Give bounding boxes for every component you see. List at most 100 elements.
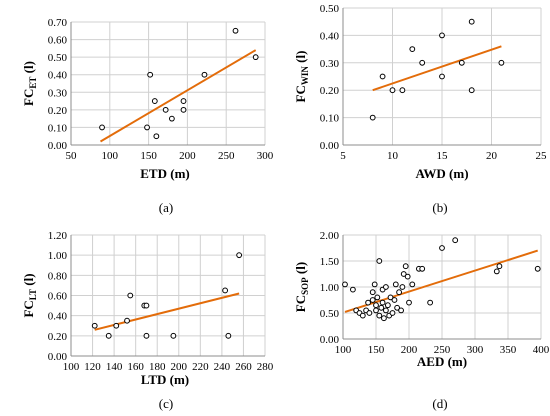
y-tick-label: 0.20	[48, 105, 68, 117]
x-tick-label: 300	[257, 150, 274, 162]
data-point	[374, 294, 381, 301]
y-tick-label: 0.50	[48, 52, 68, 64]
y-axis-label: FCSOP (l)	[293, 262, 310, 312]
data-point	[402, 263, 409, 270]
y-tick-label: 0.60	[48, 291, 68, 303]
data-point	[236, 252, 243, 259]
y-axis-label: FCET (l)	[21, 61, 38, 106]
data-point	[468, 87, 475, 94]
panel-caption: (a)	[159, 200, 173, 215]
data-point	[252, 54, 259, 61]
data-point	[398, 307, 404, 314]
data-point	[381, 315, 387, 322]
data-point	[359, 312, 366, 319]
x-tick-label: 100	[335, 344, 352, 356]
data-point	[387, 294, 394, 301]
x-tick-label: 150	[368, 344, 385, 356]
data-point	[222, 287, 229, 294]
y-tick-label: 0.40	[48, 70, 68, 82]
y-tick-label: 0.20	[48, 331, 68, 343]
data-point	[394, 304, 401, 311]
y-tick-label: 0.10	[320, 113, 340, 125]
y-tick-label: 0.10	[48, 122, 68, 134]
data-point	[105, 332, 112, 339]
x-tick-label: 25	[536, 150, 548, 162]
y-tick-label: 0.00	[320, 140, 340, 152]
y-tick-label: 2.00	[320, 230, 340, 242]
x-tick-label: 160	[127, 361, 144, 373]
y-tick-label: 0.50	[320, 3, 340, 15]
panel-d: 100 150 200 250 300 350 400 0.00 0.50 1.00 1.50 2.0…	[293, 230, 550, 411]
x-tick-label: 5	[340, 150, 346, 162]
data-point	[534, 265, 541, 272]
data-point	[383, 284, 389, 290]
data-point	[452, 237, 459, 244]
data-point	[493, 268, 500, 275]
x-tick-label: 250	[218, 150, 235, 162]
x-tick-label: 120	[84, 361, 101, 373]
data-point	[369, 297, 376, 303]
data-point	[427, 299, 434, 306]
data-point	[365, 299, 371, 306]
x-axis-label: AED (m)	[417, 354, 467, 369]
y-tick-label: 0.30	[48, 87, 68, 99]
panel-b: 5 10 15 20 25 0.00 0.10 0.20 0.30 0.40 0.50 AWD (m)…	[293, 3, 547, 215]
panel-c: 100 120 140 160 180 200 220 240 260 280 0.00 0.20 0.…	[21, 230, 274, 411]
data-point	[383, 307, 389, 314]
data-point	[396, 289, 403, 296]
data-point	[180, 106, 187, 113]
y-tick-label: 0.00	[48, 140, 68, 152]
x-tick-label: 200	[179, 150, 196, 162]
data-point	[378, 304, 385, 311]
x-axis-label: ETD (m)	[140, 166, 189, 181]
panel-caption: (b)	[432, 200, 447, 215]
y-axis-label: FCWIN (l)	[293, 51, 310, 103]
data-point	[373, 302, 379, 309]
data-point	[91, 322, 98, 329]
x-tick-label: 240	[214, 361, 231, 373]
x-tick-label: 280	[257, 361, 274, 373]
data-point	[419, 265, 426, 272]
data-point	[409, 281, 416, 288]
data-point	[225, 332, 232, 339]
y-axis-label: FCLT (l)	[21, 273, 38, 317]
y-tick-label: 0.40	[320, 30, 340, 42]
data-point	[342, 281, 348, 288]
data-point	[366, 310, 373, 316]
x-tick-label: 100	[63, 361, 80, 373]
data-point	[384, 302, 391, 309]
y-tick-label: 0.80	[48, 270, 68, 282]
trendline	[344, 249, 539, 313]
x-tick-label: 180	[149, 361, 166, 373]
x-tick-label: 400	[533, 344, 550, 356]
y-tick-label: 0.50	[320, 308, 340, 320]
y-tick-label: 0.00	[48, 351, 68, 363]
data-point	[350, 286, 356, 293]
y-tick-label: 1.20	[48, 230, 68, 242]
data-point	[153, 133, 160, 140]
data-point	[404, 273, 411, 280]
data-point	[201, 71, 208, 78]
y-tick-label: 0.60	[48, 35, 68, 47]
data-point	[439, 32, 445, 39]
data-point	[399, 284, 406, 290]
data-point	[468, 18, 475, 25]
data-point	[373, 307, 379, 314]
x-tick-label: 200	[401, 344, 418, 356]
data-point	[369, 114, 376, 121]
x-tick-label: 140	[106, 361, 123, 373]
x-tick-label: 250	[434, 344, 451, 356]
y-tick-label: 1.50	[320, 256, 340, 268]
x-tick-label: 15	[437, 150, 449, 162]
x-tick-label: 350	[500, 344, 517, 356]
data-point	[168, 115, 175, 122]
data-point	[379, 299, 386, 306]
x-tick-label: 220	[192, 361, 209, 373]
data-point	[232, 27, 239, 34]
data-point	[180, 98, 187, 104]
y-tick-label: 0.40	[48, 311, 68, 323]
x-tick-label: 300	[467, 344, 484, 356]
data-point	[113, 322, 120, 329]
data-point	[147, 71, 154, 78]
data-point	[170, 332, 177, 339]
